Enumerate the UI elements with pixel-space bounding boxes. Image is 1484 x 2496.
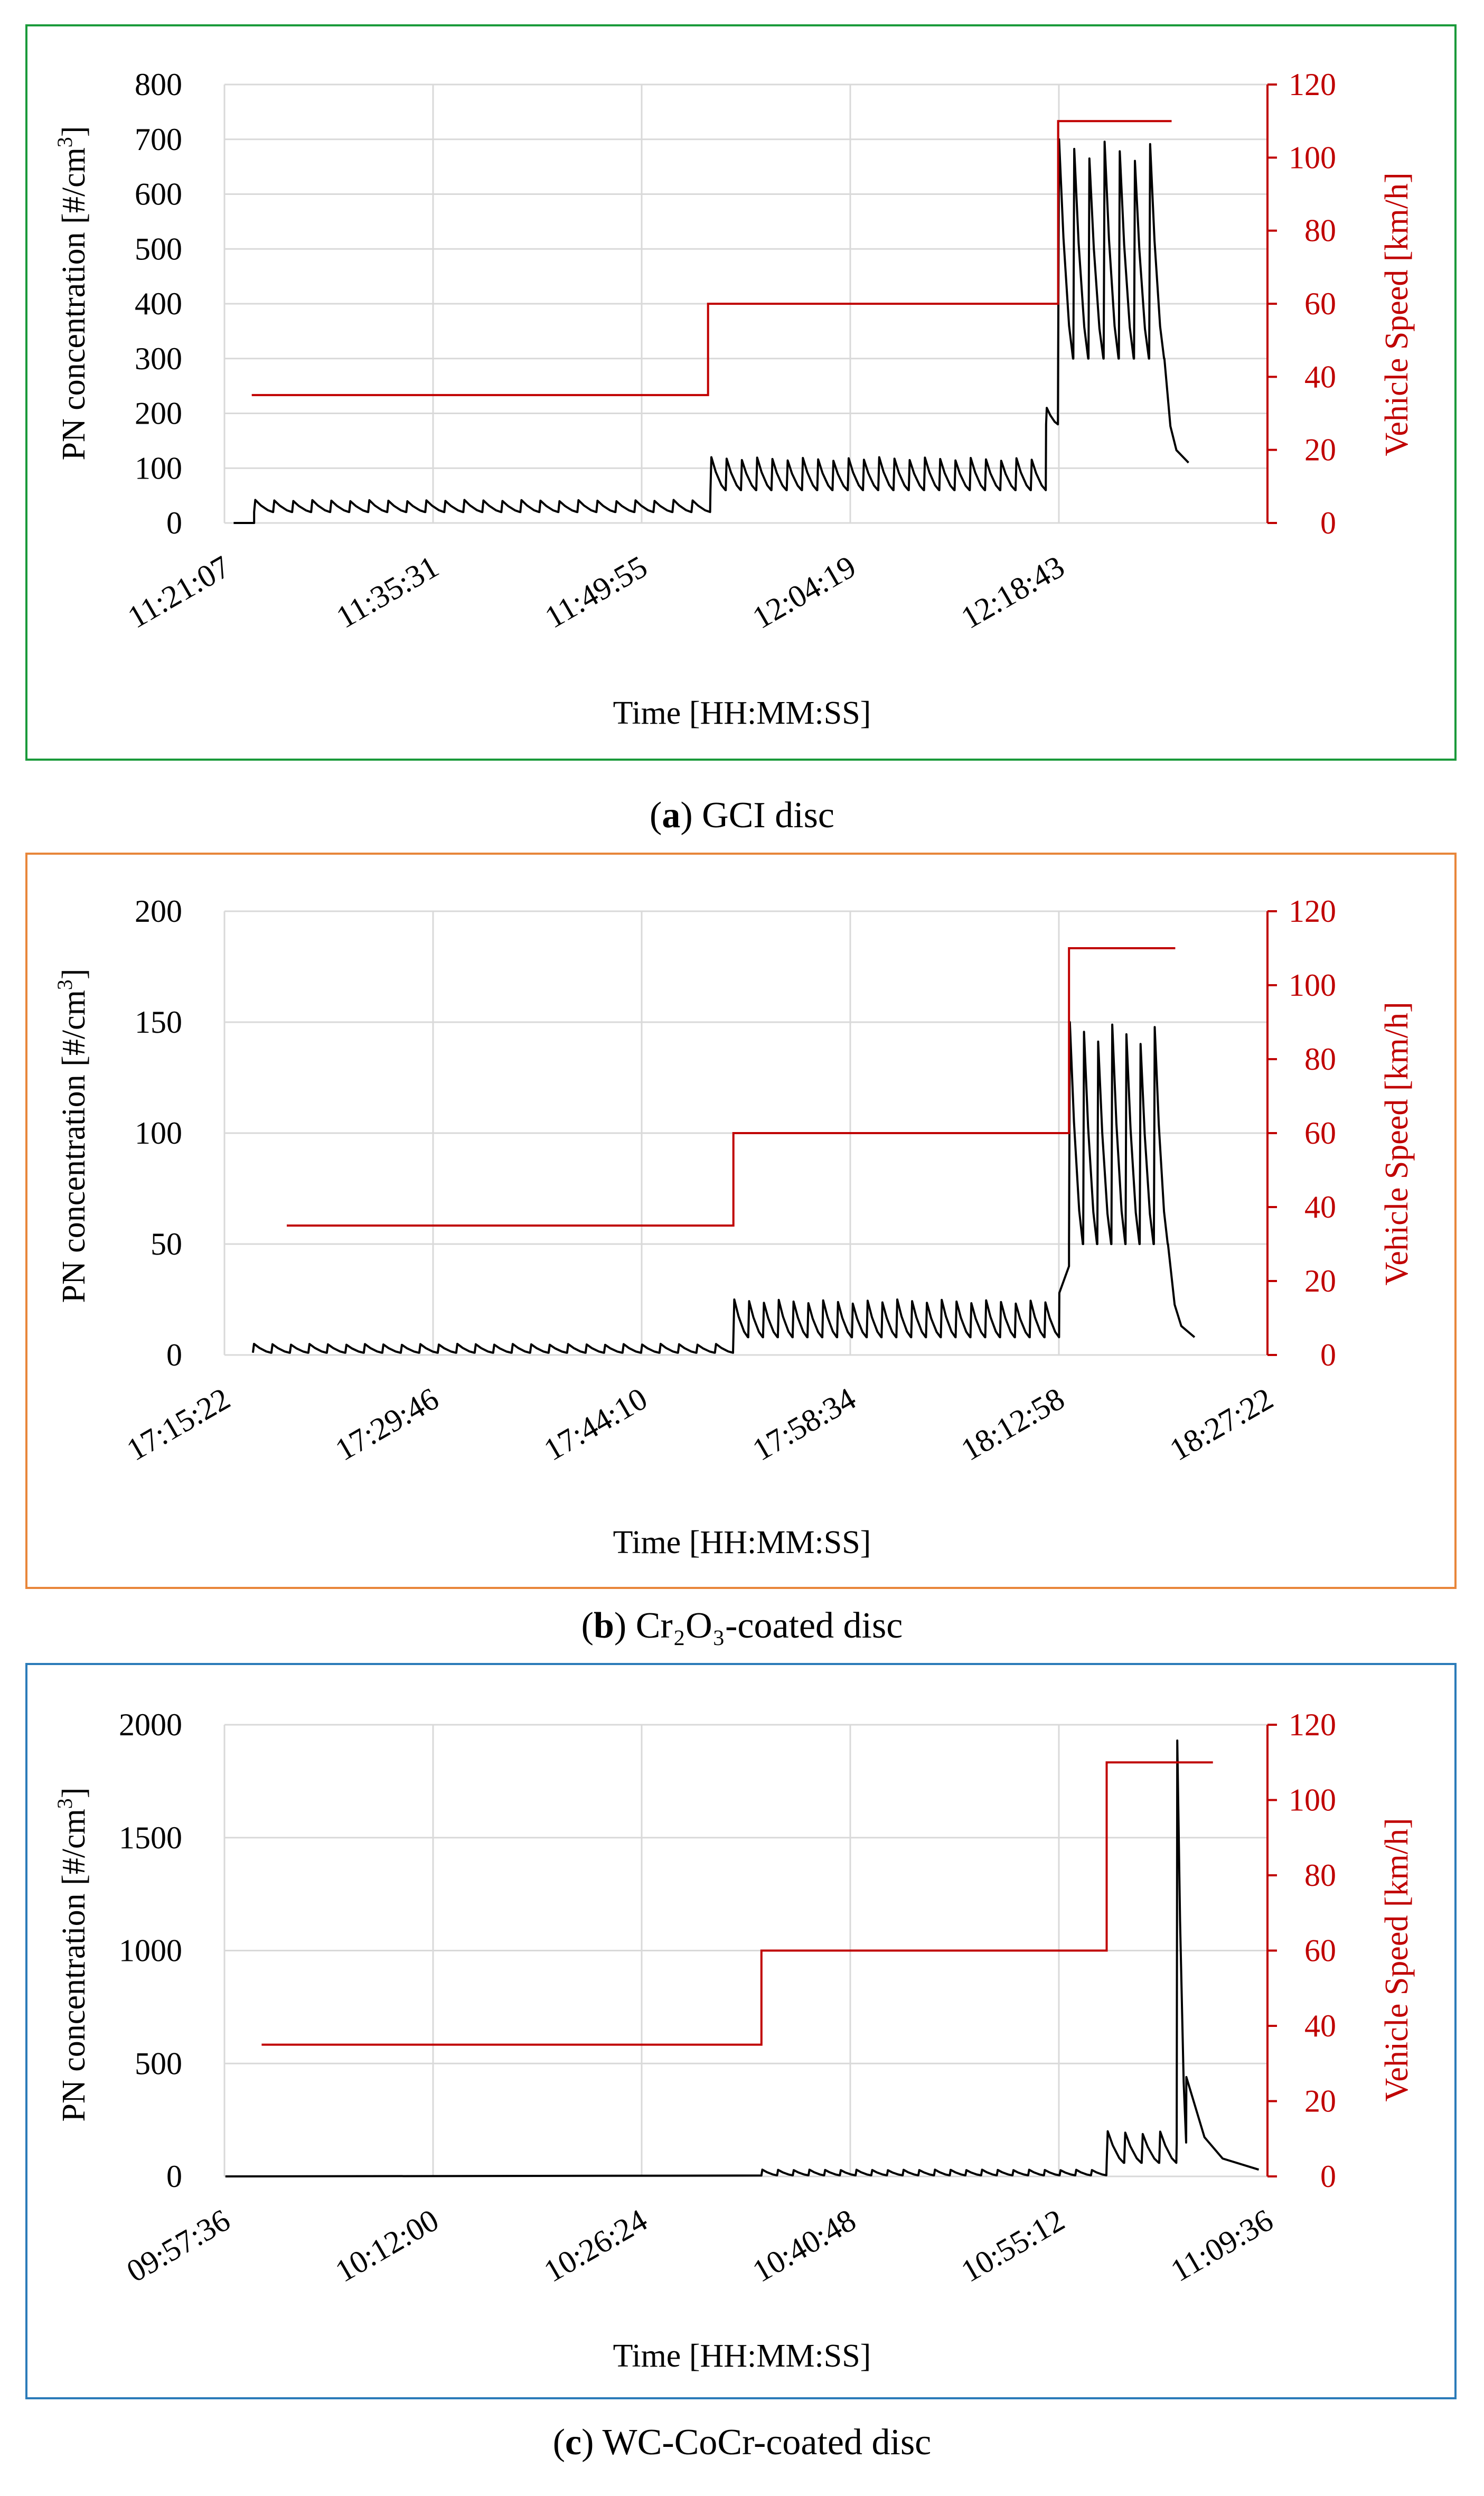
panel-a-y2-tick-label: 100	[1289, 140, 1336, 175]
panel-b-y2-tick-label: 100	[1289, 968, 1336, 1003]
panel-c-x-tick-label: 09:57:36	[121, 2202, 236, 2289]
panel-a-pn-concentration-line	[233, 138, 1189, 524]
panel-c-y2-tick-label: 0	[1320, 2159, 1336, 2194]
panel-b-x-axis-title: Time [HH:MM:SS]	[613, 1525, 871, 1560]
panel-b-y-tick-label: 0	[166, 1338, 182, 1372]
panel-c-y2-tick-label: 60	[1304, 1933, 1336, 1968]
panel-a-frame	[25, 24, 1457, 761]
panel-a-x-tick-label: 12:18:43	[955, 549, 1070, 635]
panel-c-x-tick-label: 10:26:24	[538, 2202, 653, 2289]
panel-b-pn-concentration-line	[251, 1021, 1196, 1354]
panel-a-y2-tick-label: 60	[1304, 286, 1336, 321]
panel-c-y2-tick-label: 100	[1289, 1783, 1336, 1818]
panel-c-caption: (c) WC-CoCr-coated disc	[553, 2422, 932, 2463]
panel-a-y-tick-label: 100	[135, 451, 182, 485]
panel-b-y2-tick-label: 20	[1304, 1264, 1336, 1298]
panel-a-y-tick-label: 700	[135, 122, 182, 157]
panel-a-x-axis-title: Time [HH:MM:SS]	[613, 695, 871, 731]
panel-a-y-tick-label: 500	[135, 231, 182, 266]
panel-b-y2-tick-label: 40	[1304, 1190, 1336, 1224]
panel-c-x-tick-label: 10:40:48	[747, 2202, 862, 2289]
panel-a-x-tick-label: 11:49:55	[539, 549, 653, 635]
panel-a-y2-axis-title: Vehicle Speed [km/h]	[1379, 172, 1415, 456]
panel-b-y-tick-label: 150	[135, 1005, 182, 1040]
panel-a-y-tick-label: 300	[135, 341, 182, 376]
panel-b-y-tick-label: 200	[135, 894, 182, 929]
panel-b-x-tick-label: 18:12:58	[955, 1381, 1070, 1467]
panel-a-y-tick-label: 200	[135, 396, 182, 431]
panel-c-vehicle-speed-line	[261, 1761, 1213, 2046]
panel-b-x-tick-label: 17:58:34	[747, 1381, 862, 1467]
panel-a-vehicle-speed-line	[251, 120, 1172, 396]
panel-c-pn-concentration-line	[225, 1739, 1260, 2177]
panel-a-y-tick-label: 400	[135, 286, 182, 321]
panel-b-x-tick-label: 18:27:22	[1164, 1381, 1279, 1467]
panel-b-y2-tick-label: 120	[1289, 894, 1336, 929]
panel-c-y-tick-label: 500	[135, 2046, 182, 2081]
panel-b-frame	[25, 853, 1457, 1589]
panel-c-frame	[25, 1663, 1457, 2399]
panel-b-caption: (b) Cr₂O₃-coated disc	[581, 1605, 903, 1646]
panel-c-y2-tick-label: 20	[1304, 2084, 1336, 2119]
panel-c-x-axis-title: Time [HH:MM:SS]	[613, 2338, 871, 2374]
panel-b-y-tick-label: 50	[151, 1227, 182, 1261]
panel-c-x-tick-label: 11:09:36	[1165, 2202, 1279, 2288]
panel-a-y2-tick-label: 0	[1320, 506, 1336, 540]
panel-c-y-tick-label: 2000	[119, 1707, 182, 1742]
panel-c-x-tick-label: 10:12:00	[330, 2202, 445, 2289]
panel-b-y2-tick-label: 80	[1304, 1042, 1336, 1077]
panel-c-y2-tick-label: 40	[1304, 2008, 1336, 2043]
panel-c-x-tick-label: 10:55:12	[955, 2202, 1070, 2289]
panel-a-y2-tick-label: 20	[1304, 433, 1336, 468]
panel-a-x-tick-label: 11:35:31	[331, 549, 445, 635]
panel-b-y-tick-label: 100	[135, 1116, 182, 1151]
panel-b-vehicle-speed-line	[287, 947, 1176, 1227]
panel-c-y2-tick-label: 80	[1304, 1858, 1336, 1893]
panel-b-y-axis-title: PN concentration [#/cm3]	[53, 969, 92, 1303]
panel-a-y-tick-label: 800	[135, 67, 182, 102]
panel-c-y-tick-label: 1000	[119, 1933, 182, 1968]
panel-a-x-tick-label: 12:04:19	[747, 549, 862, 635]
panel-a-y-tick-label: 600	[135, 177, 182, 212]
panel-c-y2-tick-label: 120	[1289, 1707, 1336, 1742]
panel-b-x-tick-label: 17:15:22	[121, 1381, 236, 1467]
panel-b-x-tick-label: 17:29:46	[330, 1381, 445, 1467]
panel-a-y2-tick-label: 120	[1289, 67, 1336, 102]
panel-a-y2-tick-label: 80	[1304, 213, 1336, 248]
panel-b-y2-tick-label: 0	[1320, 1338, 1336, 1372]
panel-a-y2-tick-label: 40	[1304, 359, 1336, 394]
panel-a-y-tick-label: 0	[166, 506, 182, 540]
panel-a-x-tick-label: 11:21:07	[122, 549, 236, 635]
panel-a-y-axis-title: PN concentration [#/cm3]	[53, 126, 92, 461]
panel-c-y-axis-title: PN concentration [#/cm3]	[53, 1788, 92, 2122]
panel-c-y-tick-label: 0	[166, 2159, 182, 2194]
panel-c-y-tick-label: 1500	[119, 1820, 182, 1855]
panel-a-caption: (a) GCI disc	[650, 795, 834, 836]
panel-b-y2-axis-title: Vehicle Speed [km/h]	[1379, 1002, 1415, 1285]
panel-b-x-tick-label: 17:44:10	[538, 1381, 653, 1467]
panel-c-y2-axis-title: Vehicle Speed [km/h]	[1379, 1818, 1415, 2101]
panel-b-y2-tick-label: 60	[1304, 1116, 1336, 1151]
